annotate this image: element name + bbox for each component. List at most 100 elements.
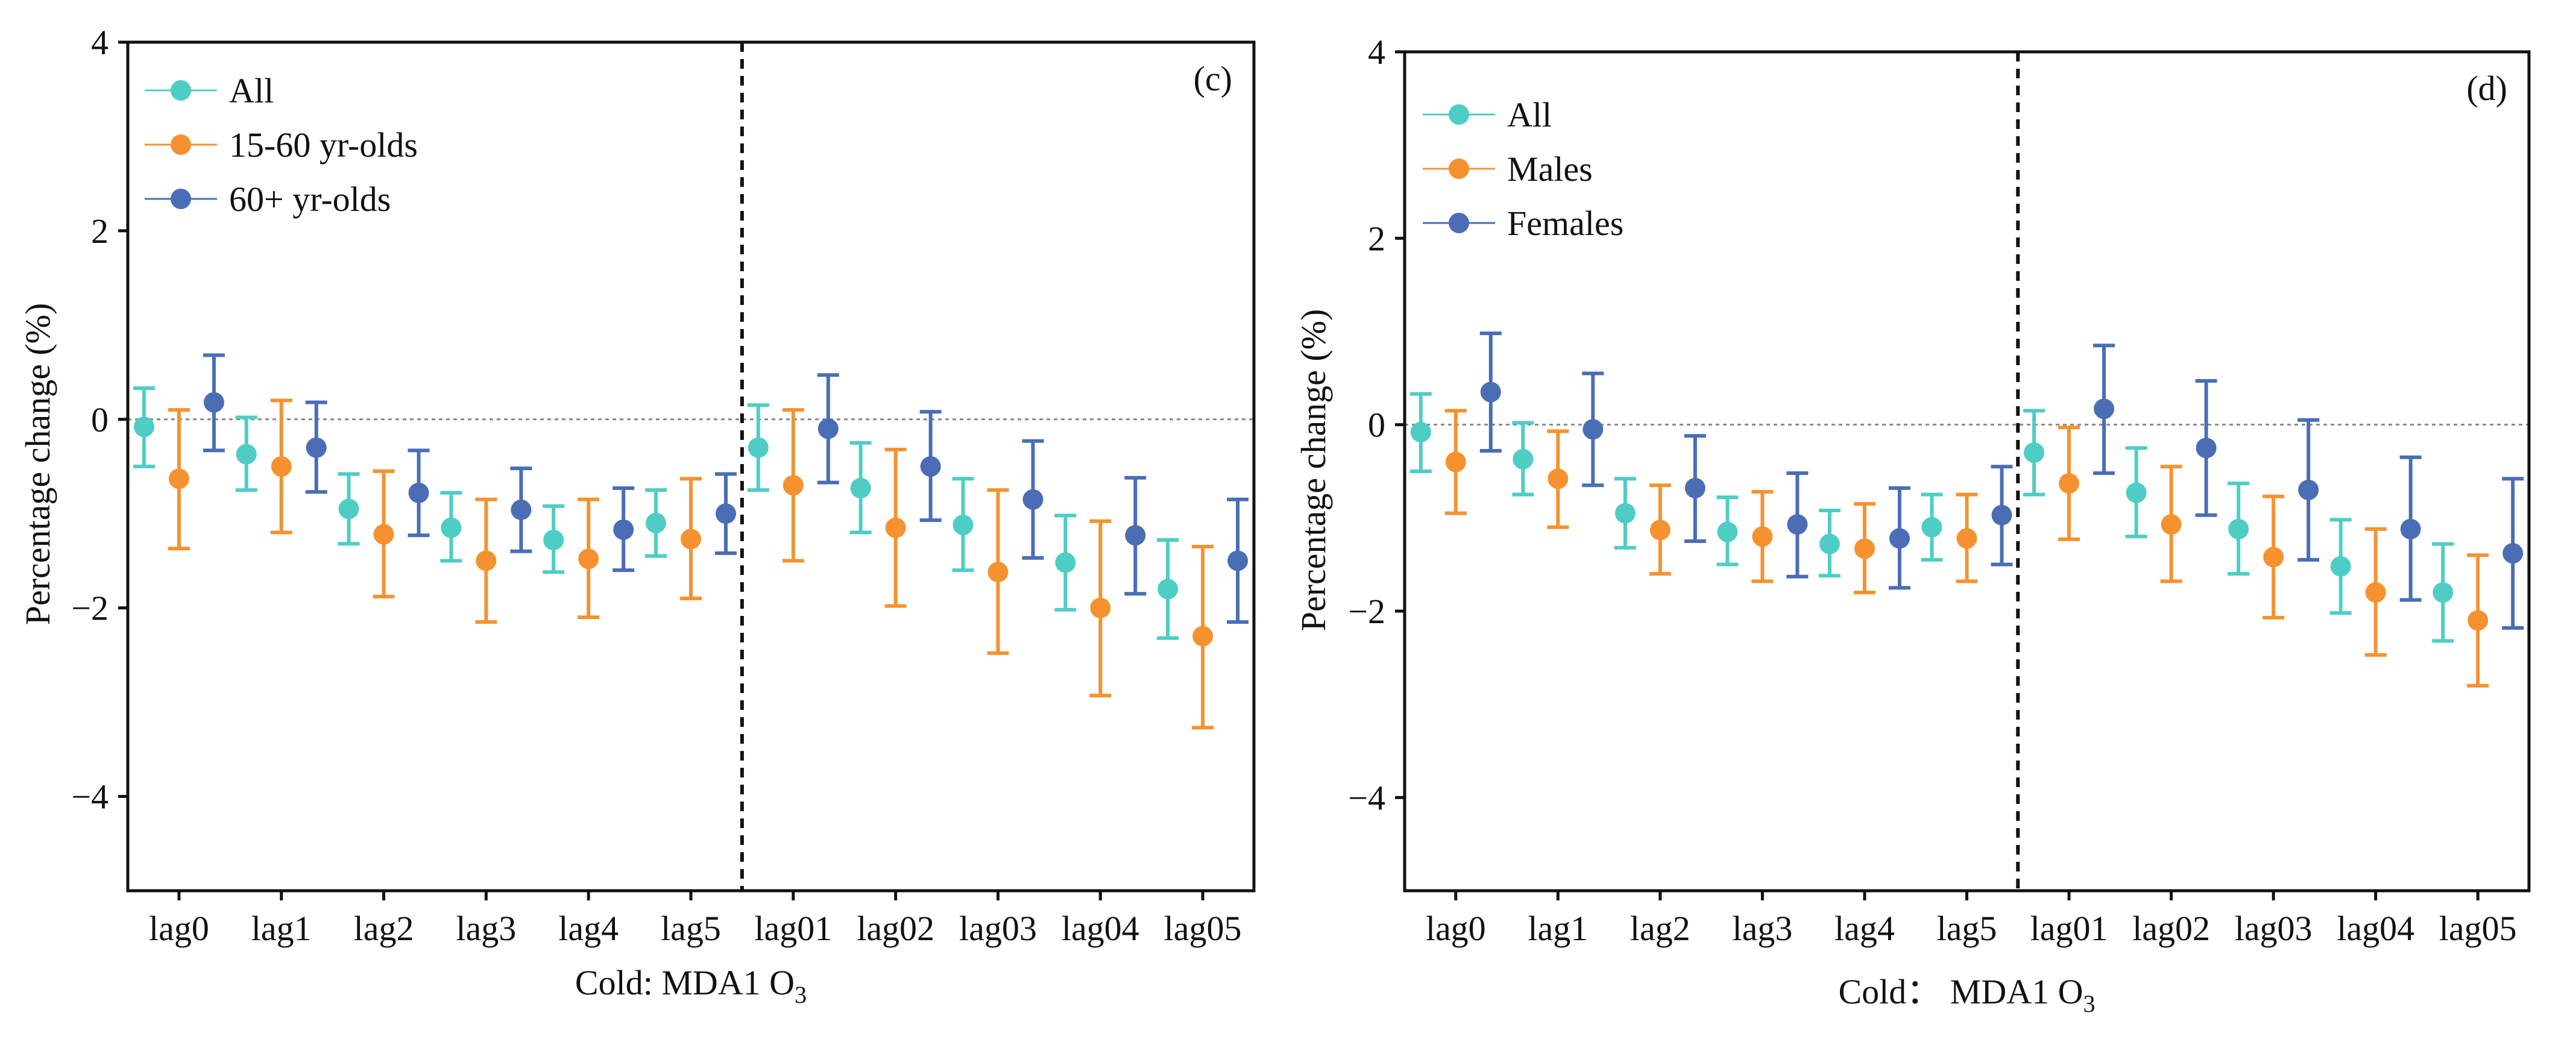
legend-label: 15-60 yr-olds <box>229 125 418 165</box>
data-point <box>236 444 257 465</box>
x-tick-label: lag05 <box>1164 909 1242 948</box>
legend: All Males Females <box>1423 95 1623 243</box>
x-axis-title-main: Cold: MDA1 O <box>575 963 795 1002</box>
data-point <box>681 529 701 550</box>
series-60-yr-olds <box>203 353 1249 624</box>
panel-c: 4 2 0 −2 −4 lag0 lag1 lag2 lag3 lag4 lag5 lag01 lag0… <box>18 23 1256 1008</box>
data-point <box>2400 518 2421 539</box>
y-tick-label: −2 <box>1348 592 1385 631</box>
data-point <box>203 392 224 413</box>
legend-label: Females <box>1507 204 1623 243</box>
data-point <box>1717 521 1738 542</box>
x-tick-label: lag01 <box>2030 909 2108 948</box>
y-tick-label: 4 <box>1368 33 1385 72</box>
data-point <box>1090 597 1111 618</box>
data-point <box>511 499 532 520</box>
x-tick-label: lag02 <box>857 909 934 948</box>
y-axis-title: Percentage change (%) <box>1294 309 1333 632</box>
legend-swatch-marker <box>171 80 191 101</box>
data-point <box>2502 543 2524 564</box>
data-point <box>1819 533 1840 554</box>
data-point <box>2263 547 2284 568</box>
data-point <box>543 530 564 551</box>
data-point <box>2196 438 2217 459</box>
data-point <box>476 550 497 571</box>
y-tick-label: −4 <box>1348 778 1385 817</box>
y-tick-label: 2 <box>1368 219 1385 258</box>
x-tick-label: lag01 <box>754 909 832 948</box>
legend-swatch-marker <box>1449 213 1469 233</box>
data-point <box>373 524 394 545</box>
data-point <box>1480 381 1501 403</box>
x-axis-title-main: Cold： MDA1 O <box>1838 972 2083 1011</box>
series-all <box>1409 392 2454 643</box>
data-point <box>748 437 769 458</box>
y-tick-label: 0 <box>91 400 109 439</box>
legend: All 15-60 yr-olds 60+ yr-olds <box>145 71 418 219</box>
x-tick-label: lag04 <box>1062 909 1139 948</box>
data-point <box>441 517 462 538</box>
data-point <box>1125 525 1146 546</box>
x-axis-title: Cold： MDA1 O3 <box>1838 972 2095 1017</box>
data-point <box>1752 526 1773 547</box>
data-point <box>2330 556 2351 577</box>
legend-swatch-marker <box>171 134 191 155</box>
data-point <box>271 456 292 477</box>
series-all <box>133 386 1179 640</box>
legend-swatch-marker <box>1449 104 1469 125</box>
x-tick-label: lag0 <box>149 909 209 948</box>
data-point <box>1921 516 1942 538</box>
x-axis-title-subscript: 3 <box>2083 990 2096 1017</box>
series-females <box>1479 331 2524 630</box>
data-point <box>1445 451 1466 472</box>
legend-label: Males <box>1507 149 1593 189</box>
y-tick-label: −2 <box>71 589 109 628</box>
legend-label: 60+ yr-olds <box>229 180 391 219</box>
x-axis-title: Cold: MDA1 O3 <box>575 963 807 1008</box>
data-point <box>578 548 599 570</box>
x-tick-label: lag5 <box>1937 909 1997 948</box>
data-point <box>2433 582 2454 603</box>
data-point <box>1889 528 1910 549</box>
data-point <box>2094 398 2115 419</box>
data-point <box>1227 550 1249 571</box>
data-point <box>987 562 1009 583</box>
series-15-60-yr-olds <box>168 398 1214 730</box>
legend-swatch-marker <box>171 189 191 209</box>
data-point <box>1787 514 1808 535</box>
y-tick-label: 0 <box>1368 406 1385 445</box>
x-tick-label: lag05 <box>2439 909 2517 948</box>
x-tick-label: lag02 <box>2132 909 2210 948</box>
legend-swatch-marker <box>1449 159 1469 179</box>
y-axis-title: Percentage change (%) <box>18 303 57 626</box>
data-point <box>920 456 941 477</box>
data-point <box>953 514 974 535</box>
data-point <box>1991 504 2012 526</box>
y-tick-label: 2 <box>91 212 109 251</box>
data-point <box>1684 477 1705 498</box>
data-point <box>2059 473 2080 494</box>
x-tick-label: lag3 <box>456 909 516 948</box>
x-tick-label: lag4 <box>1834 909 1895 948</box>
panel-label: (c) <box>1194 59 1232 98</box>
x-tick-label: lag2 <box>354 909 414 948</box>
legend-label: All <box>229 71 274 110</box>
x-tick-label: lag0 <box>1426 909 1486 948</box>
data-point <box>1614 503 1636 524</box>
panel-d: 4 2 0 −2 −4 lag0 lag1 lag2 lag3 lag4 lag5 lag01 lag0… <box>1294 33 2531 1017</box>
x-tick-label: lag04 <box>2337 909 2414 948</box>
legend-label: All <box>1507 95 1552 134</box>
x-tick-label: lag03 <box>959 909 1037 948</box>
data-point <box>2161 514 2182 535</box>
data-point <box>168 468 189 489</box>
data-point <box>2024 442 2045 463</box>
data-point <box>2467 610 2489 631</box>
x-tick-label: lag4 <box>558 909 619 948</box>
x-tick-label: lag5 <box>661 909 721 948</box>
data-point <box>2365 582 2386 603</box>
data-point <box>1192 626 1214 647</box>
data-point <box>408 482 429 503</box>
data-point <box>133 416 154 438</box>
data-point <box>338 498 359 520</box>
